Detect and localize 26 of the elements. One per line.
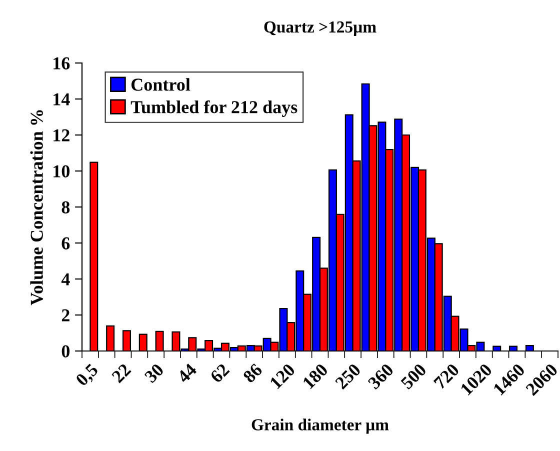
y-tick-label: 6 <box>62 237 70 250</box>
y-tick-label: 12 <box>54 129 70 142</box>
x-tick-label: 44 <box>176 362 198 384</box>
y-tick-label: 14 <box>54 93 70 106</box>
y-tick-label: 10 <box>54 165 70 178</box>
legend-label: Control <box>131 78 190 91</box>
x-tick-label: 720 <box>433 362 460 390</box>
x-tick-label: 22 <box>111 363 132 384</box>
x-tick-label: 250 <box>334 362 362 390</box>
x-tick-label: 360 <box>367 362 394 390</box>
x-tick-label: 86 <box>242 362 263 384</box>
x-tick-label: 30 <box>144 362 164 384</box>
y-tick-label: 2 <box>62 309 70 322</box>
x-tick-label: 0,5 <box>75 362 101 388</box>
y-axis-title: Volume Concentration % <box>30 110 44 306</box>
x-axis-title: Grain diameter µm <box>252 418 389 434</box>
legend-label: Tumbled for 212 days <box>130 100 298 117</box>
y-tick-label: 0 <box>62 345 70 358</box>
x-tick-label: 180 <box>302 362 328 390</box>
x-tick-label: 500 <box>400 362 427 390</box>
x-tick-label: 120 <box>269 362 296 390</box>
x-tick-label: 62 <box>210 363 230 384</box>
chart-title: Quartz >125µm <box>264 21 376 36</box>
y-tick-label: 8 <box>62 201 70 214</box>
y-tick-label: 16 <box>54 57 70 70</box>
y-tick-label: 4 <box>61 273 70 286</box>
